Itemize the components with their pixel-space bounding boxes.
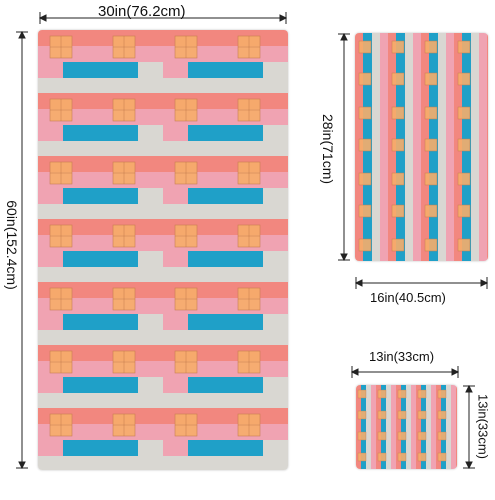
washcloth-height-label: 13in(33cm) <box>475 393 491 460</box>
washcloth <box>356 385 457 469</box>
hand-towel <box>355 33 488 261</box>
bath-towel-height-label: 60in(152.4cm) <box>4 200 20 290</box>
hand-towel-pattern <box>355 33 488 261</box>
hand-towel-width-label: 16in(40.5cm) <box>370 290 446 305</box>
hand-towel-height-label: 28in(71cm) <box>320 113 336 185</box>
washcloth-pattern <box>356 385 457 469</box>
bath-towel <box>38 30 288 470</box>
bath-towel-width-label: 30in(76.2cm) <box>98 3 186 20</box>
washcloth-width-label: 13in(33cm) <box>369 349 435 364</box>
bath-towel-pattern <box>38 30 288 470</box>
